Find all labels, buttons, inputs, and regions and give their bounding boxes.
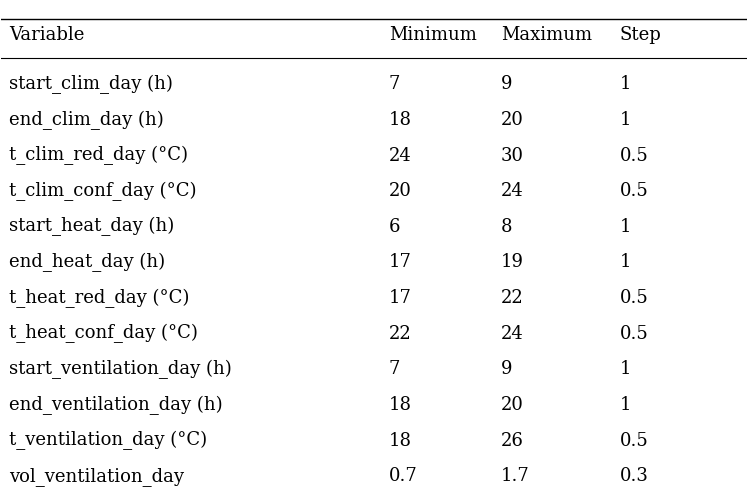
Text: 7: 7: [389, 360, 400, 378]
Text: 9: 9: [500, 360, 512, 378]
Text: Step: Step: [620, 26, 662, 44]
Text: 24: 24: [389, 147, 411, 165]
Text: 30: 30: [500, 147, 524, 165]
Text: 19: 19: [500, 253, 524, 272]
Text: 26: 26: [500, 431, 524, 450]
Text: 18: 18: [389, 431, 412, 450]
Text: t_clim_conf_day (°C): t_clim_conf_day (°C): [9, 182, 196, 201]
Text: 1: 1: [620, 396, 631, 414]
Text: 0.5: 0.5: [620, 147, 649, 165]
Text: 18: 18: [389, 111, 412, 129]
Text: t_heat_conf_day (°C): t_heat_conf_day (°C): [9, 324, 197, 343]
Text: 1: 1: [620, 360, 631, 378]
Text: 17: 17: [389, 253, 412, 272]
Text: 7: 7: [389, 75, 400, 93]
Text: 1: 1: [620, 111, 631, 129]
Text: 0.5: 0.5: [620, 431, 649, 450]
Text: 8: 8: [500, 218, 512, 236]
Text: 0.5: 0.5: [620, 182, 649, 200]
Text: start_heat_day (h): start_heat_day (h): [9, 217, 174, 237]
Text: Maximum: Maximum: [500, 26, 592, 44]
Text: 22: 22: [389, 325, 411, 342]
Text: 6: 6: [389, 218, 400, 236]
Text: 22: 22: [500, 289, 524, 307]
Text: 1.7: 1.7: [500, 467, 530, 485]
Text: 20: 20: [389, 182, 412, 200]
Text: Minimum: Minimum: [389, 26, 476, 44]
Text: 0.5: 0.5: [620, 325, 649, 342]
Text: 24: 24: [500, 325, 524, 342]
Text: 24: 24: [500, 182, 524, 200]
Text: 20: 20: [500, 396, 524, 414]
Text: end_ventilation_day (h): end_ventilation_day (h): [9, 395, 222, 414]
Text: t_heat_red_day (°C): t_heat_red_day (°C): [9, 288, 189, 308]
Text: end_clim_day (h): end_clim_day (h): [9, 110, 164, 129]
Text: 1: 1: [620, 253, 631, 272]
Text: end_heat_day (h): end_heat_day (h): [9, 253, 165, 272]
Text: 17: 17: [389, 289, 412, 307]
Text: start_clim_day (h): start_clim_day (h): [9, 75, 173, 94]
Text: 1: 1: [620, 218, 631, 236]
Text: 20: 20: [500, 111, 524, 129]
Text: 1: 1: [620, 75, 631, 93]
Text: vol_ventilation_day: vol_ventilation_day: [9, 466, 184, 486]
Text: start_ventilation_day (h): start_ventilation_day (h): [9, 360, 232, 379]
Text: t_clim_red_day (°C): t_clim_red_day (°C): [9, 146, 188, 165]
Text: t_ventilation_day (°C): t_ventilation_day (°C): [9, 431, 207, 450]
Text: 0.5: 0.5: [620, 289, 649, 307]
Text: 0.7: 0.7: [389, 467, 417, 485]
Text: 18: 18: [389, 396, 412, 414]
Text: 0.3: 0.3: [620, 467, 649, 485]
Text: Variable: Variable: [9, 26, 85, 44]
Text: 9: 9: [500, 75, 512, 93]
